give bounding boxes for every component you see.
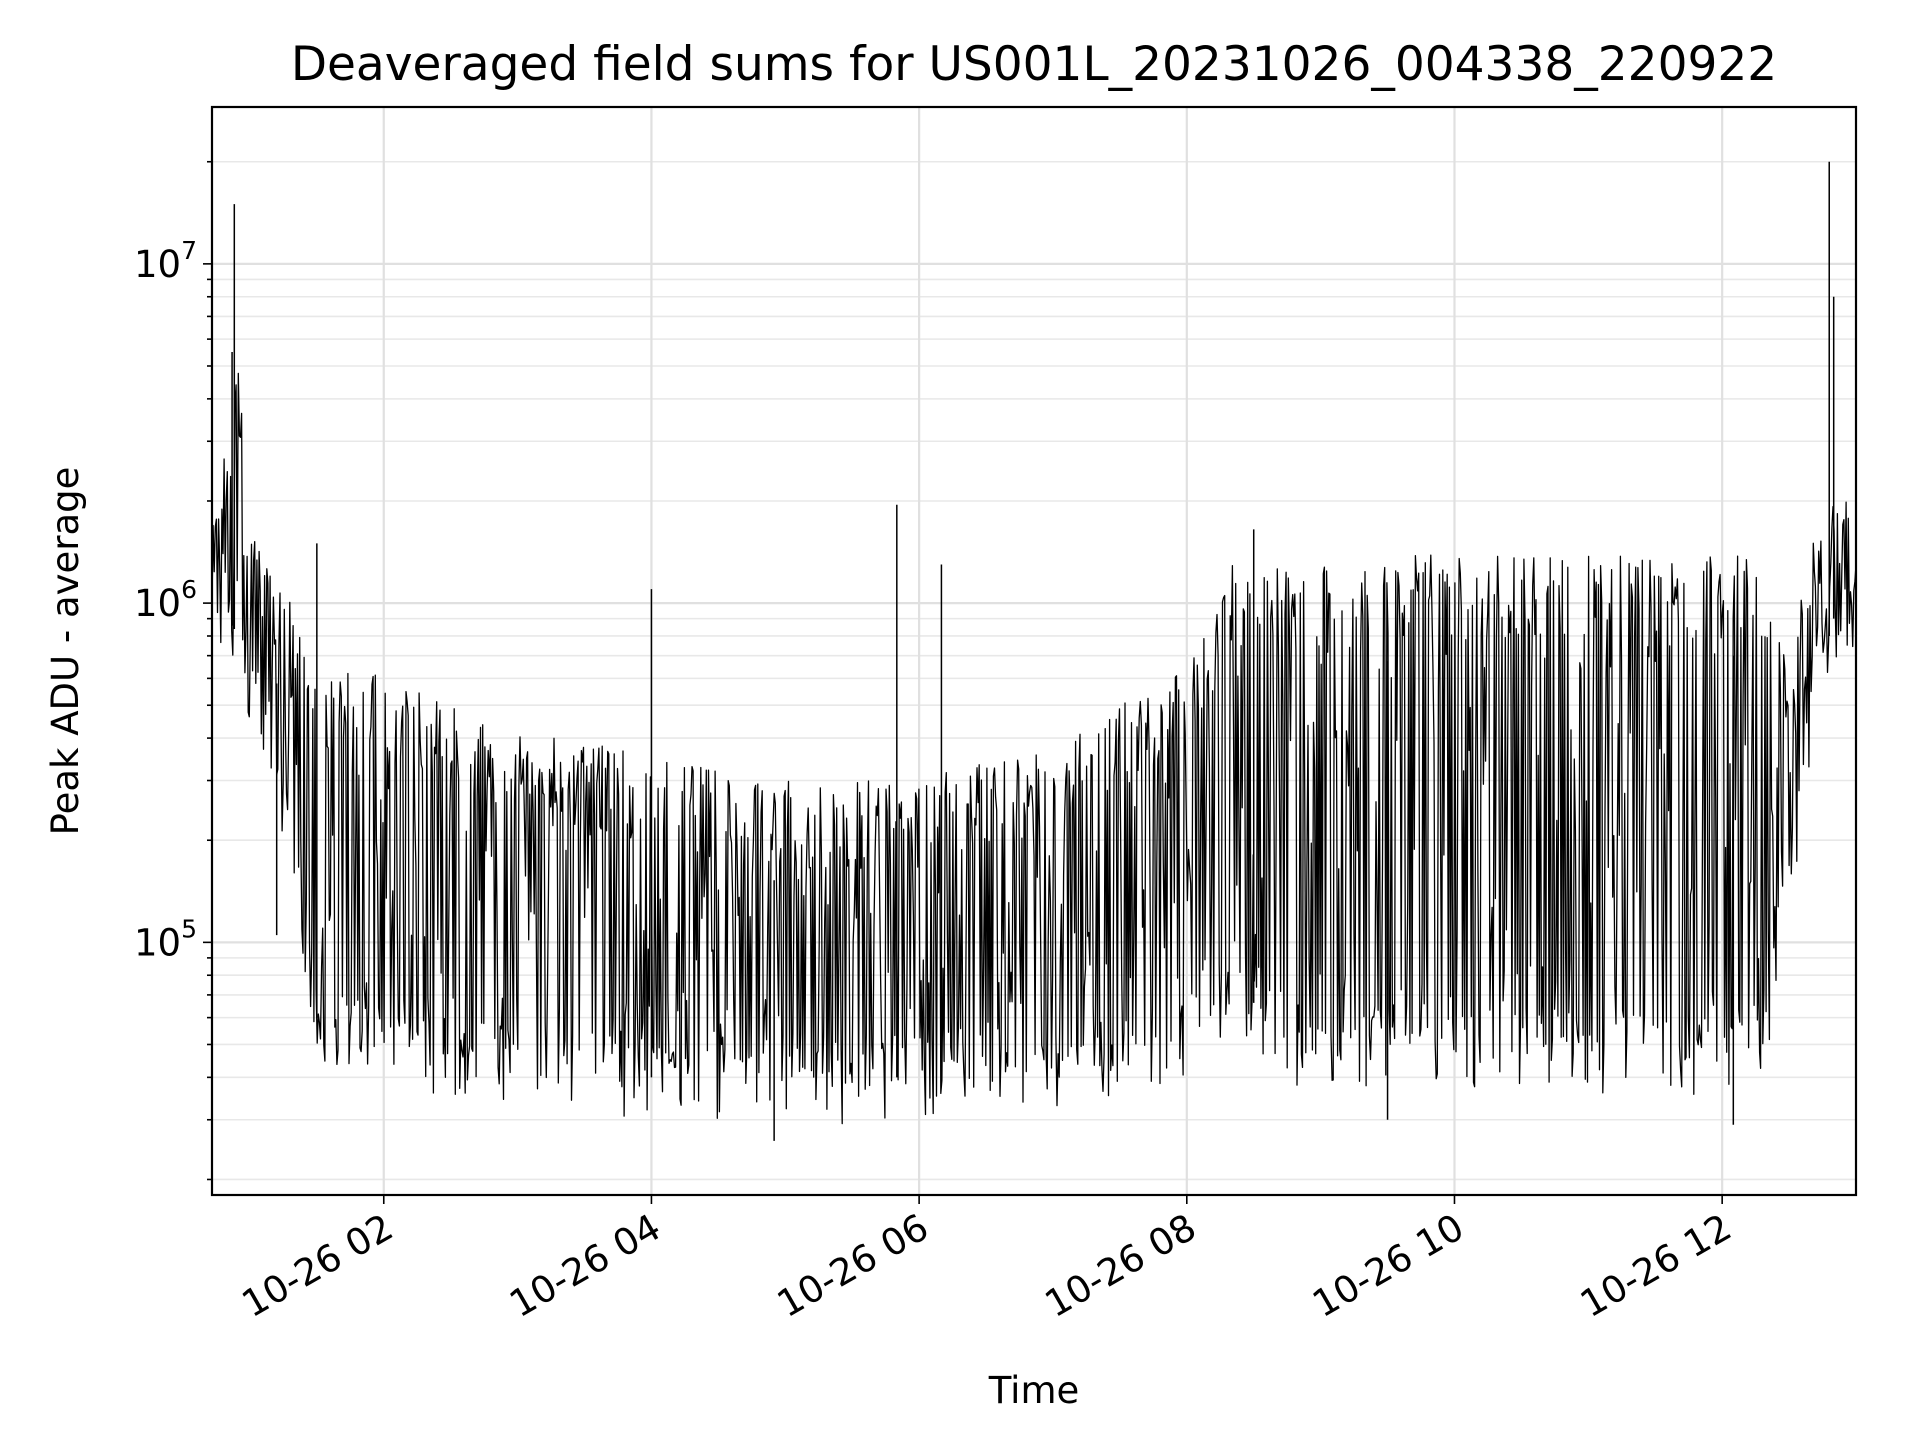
- chart-title: Deaveraged field sums for US001L_2023102…: [291, 37, 1777, 92]
- y-axis-label: Peak ADU - average: [44, 467, 87, 836]
- y-tick-label: 106: [134, 575, 197, 625]
- x-tick-label: 10-26 02: [235, 1206, 401, 1326]
- y-tick-label: 105: [134, 914, 197, 964]
- x-axis-label: Time: [988, 1369, 1080, 1412]
- x-tick-label: 10-26 10: [1305, 1206, 1471, 1326]
- series-area: [211, 161, 1857, 1141]
- series-line: [211, 372, 1857, 1125]
- x-tick-label: 10-26 04: [502, 1206, 668, 1326]
- plot-frame: [210, 105, 1858, 1197]
- x-tick-label: 10-26 06: [770, 1206, 936, 1326]
- x-tick-label: 10-26 08: [1038, 1206, 1204, 1326]
- x-tick-label: 10-26 12: [1573, 1206, 1739, 1326]
- y-tick-label: 107: [134, 236, 197, 286]
